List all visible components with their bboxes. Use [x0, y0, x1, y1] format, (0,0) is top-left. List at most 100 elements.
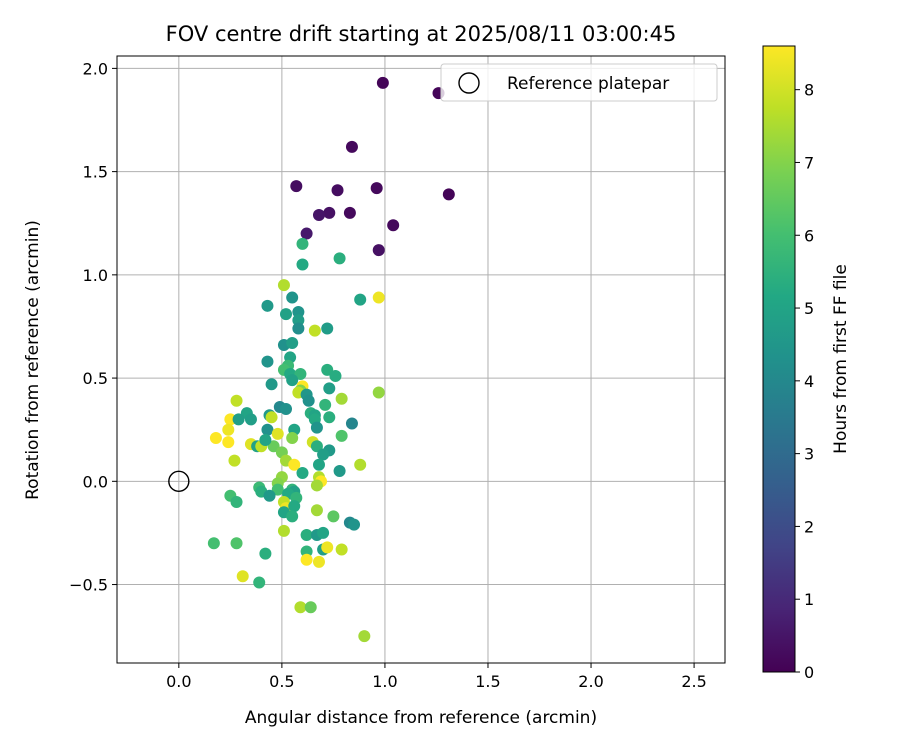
- reference-platepar-marker: [168, 470, 190, 493]
- colorbar-tick-label-7: 7: [804, 153, 814, 172]
- data-point-22: [292, 306, 305, 319]
- data-point-113: [300, 528, 313, 541]
- data-point-68: [335, 429, 348, 442]
- data-point-5: [370, 182, 383, 195]
- axes-frame: [116, 55, 726, 664]
- data-point-81: [228, 454, 241, 467]
- x-tick-label-4: 2.0: [578, 672, 603, 691]
- y-axis-label: Rotation from reference (arcmin): [23, 220, 43, 500]
- data-point-107: [286, 510, 299, 523]
- data-point-51: [265, 411, 278, 424]
- colorbar-label: Hours from first FF file: [831, 264, 851, 454]
- data-point-20: [372, 291, 385, 304]
- colorbar-gradient: [762, 45, 796, 673]
- data-point-111: [348, 518, 361, 531]
- data-point-115: [317, 526, 330, 539]
- data-point-124: [312, 555, 325, 568]
- data-point-11: [387, 219, 400, 232]
- data-point-19: [354, 293, 367, 306]
- data-point-15: [333, 252, 346, 265]
- data-point-57: [224, 413, 237, 426]
- data-point-56: [323, 411, 336, 424]
- data-point-67: [286, 431, 299, 444]
- data-point-129: [358, 630, 371, 643]
- x-axis-ticks: 0.0 0.5 1.0 1.5 2.0 2.5: [166, 663, 707, 691]
- data-point-53: [280, 403, 293, 416]
- data-point-65: [222, 423, 235, 436]
- chart-title: FOV centre drift starting at 2025/08/11 …: [166, 22, 677, 46]
- data-point-10: [300, 227, 313, 240]
- data-point-21: [280, 308, 293, 321]
- data-points: [207, 76, 455, 643]
- data-point-62: [261, 423, 274, 436]
- data-point-80: [317, 448, 330, 461]
- legend: Reference platepar: [440, 63, 718, 102]
- data-point-58: [232, 413, 245, 426]
- data-point-3: [290, 180, 303, 193]
- data-point-85: [333, 464, 346, 477]
- data-point-120: [321, 541, 334, 554]
- data-point-118: [300, 545, 313, 558]
- data-point-13: [296, 237, 309, 250]
- data-point-69: [209, 431, 222, 444]
- legend-marker: [458, 72, 480, 94]
- x-axis-label: Angular distance from reference (arcmin): [245, 708, 597, 728]
- data-point-4: [331, 184, 344, 197]
- data-point-45: [335, 392, 348, 405]
- y-tick-label-2: 0.5: [83, 369, 108, 388]
- data-point-88: [296, 467, 309, 480]
- data-point-127: [294, 601, 307, 614]
- data-point-102: [230, 495, 243, 508]
- data-point-117: [230, 537, 243, 550]
- legend-box: [440, 63, 718, 102]
- colorbar-tick-label-6: 6: [804, 226, 814, 245]
- y-tick-label-5: 2.0: [83, 59, 108, 78]
- data-point-42: [323, 382, 336, 395]
- data-point-98: [263, 489, 276, 502]
- data-point-70: [222, 436, 235, 449]
- data-point-75: [259, 434, 272, 447]
- x-tick-label-1: 0.5: [269, 672, 294, 691]
- data-point-23: [292, 314, 305, 327]
- data-point-109: [327, 510, 340, 523]
- data-point-30: [261, 355, 274, 368]
- data-point-122: [259, 547, 272, 560]
- data-point-26: [321, 322, 334, 335]
- data-point-2: [345, 140, 358, 153]
- data-point-84: [312, 458, 325, 471]
- data-point-125: [236, 570, 249, 583]
- data-point-35: [321, 363, 334, 376]
- data-point-25: [308, 324, 321, 337]
- colorbar-tick-label-0: 0: [804, 663, 814, 682]
- data-point-74: [267, 440, 280, 453]
- data-point-83: [288, 458, 301, 471]
- data-point-47: [230, 394, 243, 407]
- data-point-46: [372, 386, 385, 399]
- data-point-112: [277, 524, 290, 537]
- data-point-105: [288, 500, 301, 513]
- colorbar-tick-label-2: 2: [804, 517, 814, 536]
- y-tick-label-0: −0.5: [69, 576, 108, 595]
- data-point-59: [244, 413, 257, 426]
- data-point-14: [296, 258, 309, 271]
- data-point-64: [310, 421, 323, 434]
- y-tick-label-1: 0.0: [83, 472, 108, 491]
- data-point-61: [345, 417, 358, 430]
- colorbar-tick-label-1: 1: [804, 590, 814, 609]
- data-point-24: [292, 322, 305, 335]
- y-tick-label-4: 1.5: [83, 163, 108, 182]
- data-point-48: [319, 398, 332, 411]
- data-point-0: [376, 76, 389, 89]
- data-point-7: [323, 206, 336, 219]
- y-axis-ticks: −0.5 0.0 0.5 1.0 1.5 2.0: [69, 59, 117, 595]
- data-point-92: [310, 479, 323, 492]
- data-point-66: [271, 427, 284, 440]
- colorbar-ticks: 0 1 2 3 4 5 6 7 8: [795, 81, 814, 682]
- colorbar-tick-label-5: 5: [804, 299, 814, 318]
- legend-label: Reference platepar: [507, 74, 669, 94]
- colorbar-tick-label-8: 8: [804, 81, 814, 100]
- data-point-44: [302, 394, 315, 407]
- data-point-77: [310, 440, 323, 453]
